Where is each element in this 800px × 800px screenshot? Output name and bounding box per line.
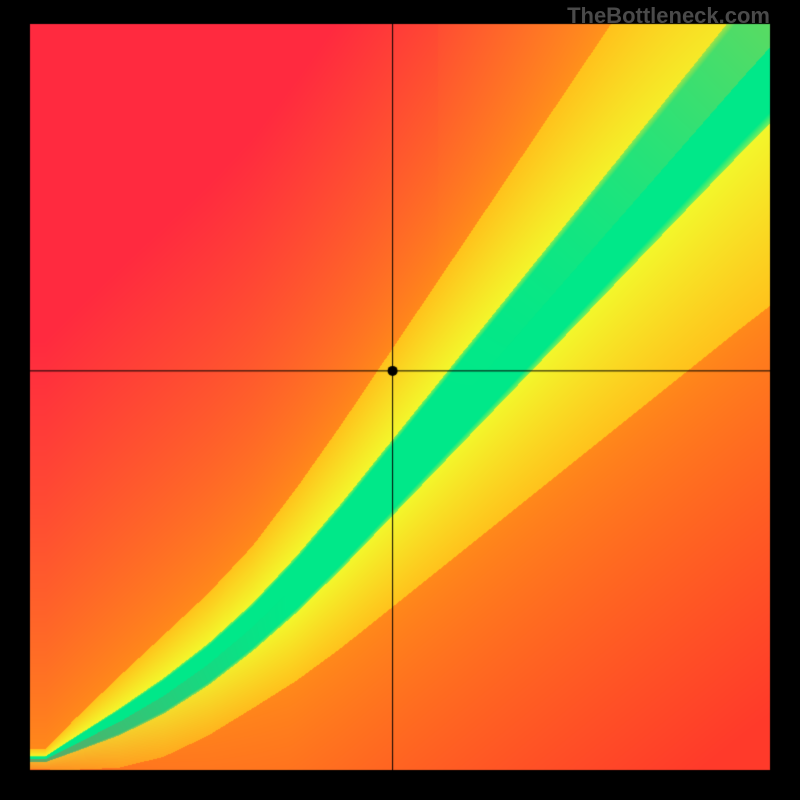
bottleneck-heatmap (0, 0, 800, 800)
watermark-text: TheBottleneck.com (567, 3, 770, 29)
